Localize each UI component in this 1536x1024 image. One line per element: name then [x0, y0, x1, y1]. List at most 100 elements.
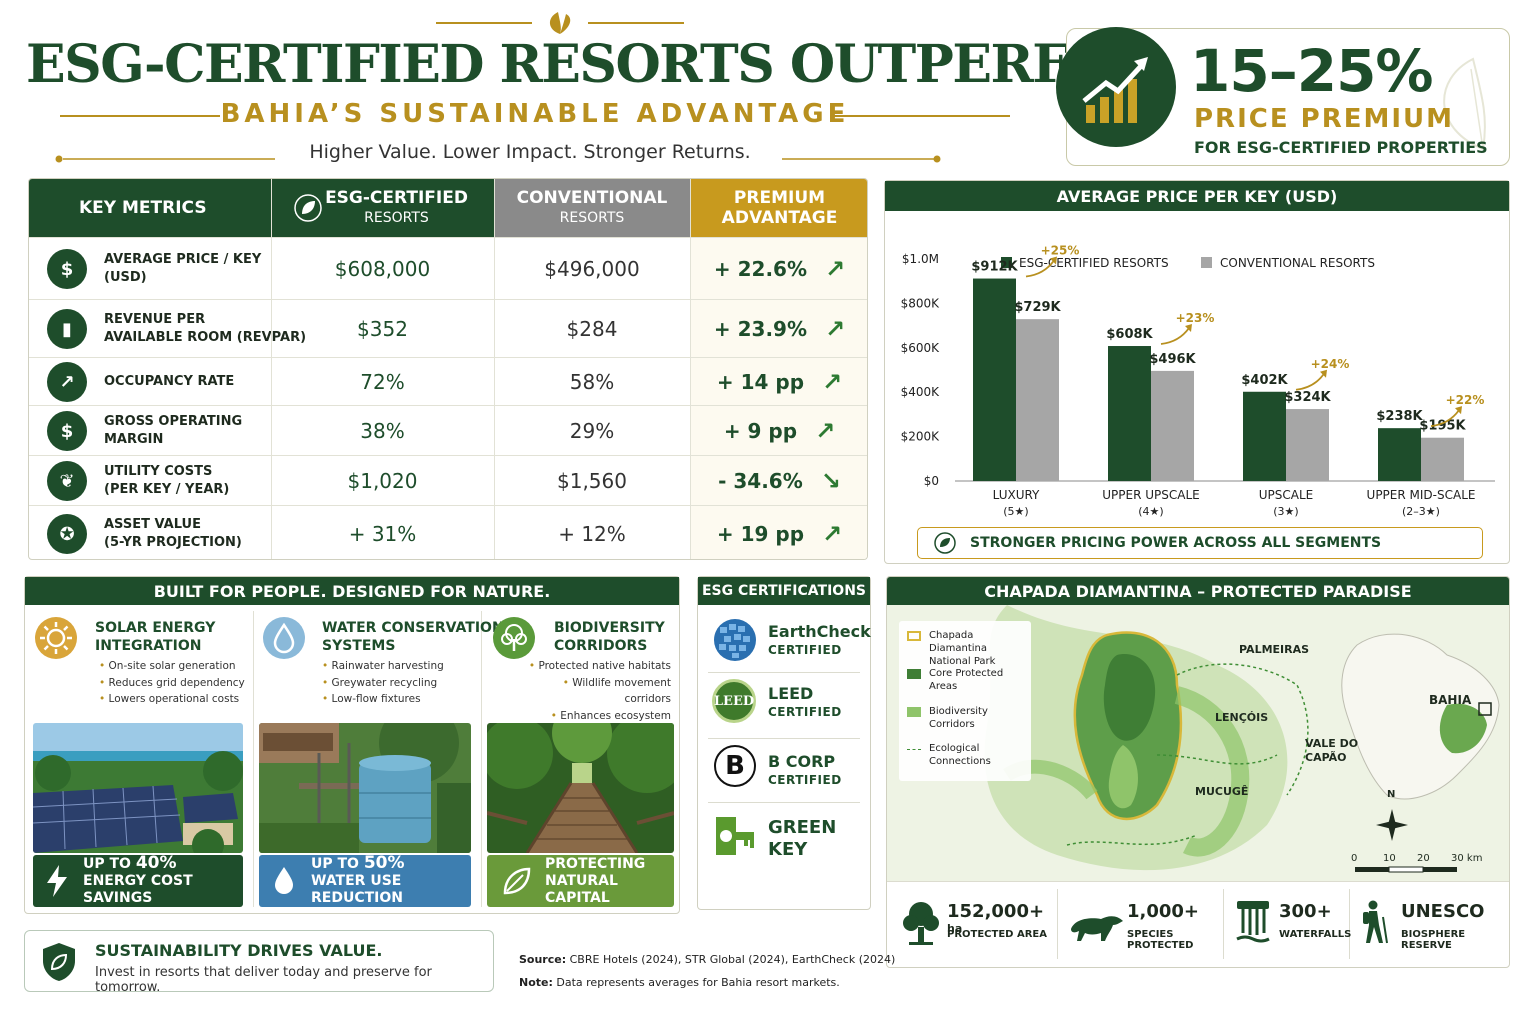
data-label-conv: $195K — [1419, 419, 1466, 434]
feature-title-water: WATER CONSERVATION SYSTEMS — [322, 620, 504, 654]
tree-icon — [903, 902, 939, 945]
metric-esg-value: $1,020 — [347, 468, 418, 493]
fact-species: 1,000+ SPECIES PROTECTED — [1065, 887, 1221, 967]
chart-heading: AVERAGE PRICE PER KEY (USD) — [885, 181, 1509, 211]
leaf-watermark-icon — [1443, 57, 1486, 151]
jaguar-icon — [1071, 916, 1123, 941]
premium-sub: FOR ESG-CERTIFIED PROPERTIES — [1194, 138, 1488, 157]
legend-swatch-esg — [1001, 257, 1012, 268]
legend-swatch-park — [907, 631, 921, 641]
fact-species-label: SPECIES PROTECTED — [1127, 929, 1194, 951]
compass-north-label: N — [1387, 789, 1396, 800]
legend-swatch-core — [907, 669, 921, 679]
data-label-esg: $912K — [971, 260, 1018, 275]
metric-conv-value: 58% — [569, 369, 615, 394]
data-label-conv: $324K — [1284, 390, 1331, 405]
fact-unesco-value: UNESCO — [1401, 901, 1485, 922]
y-tick-label: $800K — [901, 296, 941, 310]
metric-icon: ✪ — [47, 514, 87, 554]
key-metrics-table: KEY METRICS ESG-CERTIFIED RESORTS CONVEN… — [28, 178, 868, 560]
arrow-up-right-icon: ↗ — [822, 367, 843, 396]
bar-conventional — [1286, 409, 1329, 481]
y-tick-label: $1.0M — [902, 252, 939, 266]
header-conv-sub: RESORTS — [559, 210, 625, 226]
y-tick-label: $0 — [924, 474, 939, 488]
tagline-rule-left — [55, 148, 275, 163]
table-row: ❦ UTILITY COSTS (PER KEY / YEAR) $1,020 $1,5… — [29, 455, 867, 505]
growth-chart-icon — [1056, 27, 1176, 147]
premium-label: PRICE PREMIUM — [1194, 104, 1455, 134]
sustainability-callout: SUSTAINABILITY DRIVES VALUE. Invest in r… — [24, 930, 494, 995]
data-label-esg: $238K — [1376, 409, 1423, 424]
boardwalk-forest-photo — [487, 723, 674, 853]
x-tick-label: LUXURY — [993, 488, 1040, 502]
header-rule-left — [436, 22, 532, 24]
note-label: Note: — [519, 976, 553, 989]
y-tick-label: $600K — [901, 341, 941, 355]
cert-bcorp-name: B CORP — [768, 752, 836, 771]
feature-bullets-water: Rainwater harvesting Greywater recycling… — [322, 658, 444, 708]
premium-label: +25% — [1041, 244, 1080, 258]
header-rule-right — [588, 22, 684, 24]
premium-value: 15–25% — [1190, 37, 1434, 105]
drives-sub: Invest in resorts that deliver today and… — [95, 965, 432, 995]
waterfall-icon — [1236, 901, 1270, 943]
metric-esg-value: $352 — [357, 316, 408, 341]
metric-icon: ▮ — [47, 309, 87, 349]
table-row: ↗ OCCUPANCY RATE 72% 58% + 14 pp ↗ — [29, 357, 867, 405]
leaf-circle-icon — [934, 532, 956, 554]
legend-swatch-conv — [1201, 257, 1212, 268]
cert-green-key-name: GREEN — [768, 817, 837, 838]
legend-core: Core Protected Areas — [929, 668, 1004, 692]
metric-advantage: - 34.6% ↘ — [690, 456, 867, 505]
x-tick-sub: (5★) — [1003, 505, 1028, 518]
x-tick-sub: (4★) — [1138, 505, 1163, 518]
tagline-rule-right — [782, 148, 942, 163]
cert-leed: LEED LEED CERTIFIED — [708, 677, 860, 739]
header-conventional: CONVENTIONAL RESORTS — [494, 179, 690, 237]
legend-connections: Ecological Connections — [929, 743, 991, 767]
metric-esg-value: + 31% — [348, 521, 417, 546]
cert-bcorp: B B CORP CERTIFIED — [708, 741, 860, 803]
metric-conv-value: $496,000 — [544, 256, 640, 281]
premium-arrow — [1295, 373, 1325, 391]
arrow-up-right-icon: ↗ — [822, 519, 843, 548]
premium-arrow — [1025, 260, 1055, 278]
drives-title: SUSTAINABILITY DRIVES VALUE. — [95, 941, 383, 960]
metric-label: OCCUPANCY RATE — [104, 373, 235, 389]
bar-esg — [1108, 346, 1151, 481]
fact-species-value: 1,000+ — [1127, 901, 1200, 922]
metric-esg-value: $608,000 — [334, 256, 431, 281]
water-tank-photo — [259, 723, 471, 853]
fact-protected-area-value: 152,000+ — [947, 901, 1045, 922]
metric-label: AVERAGE PRICE / KEY (USD) — [104, 251, 262, 285]
metric-advantage: + 14 pp ↗ — [690, 358, 867, 405]
bar-esg — [1378, 428, 1421, 481]
fact-unesco-label: BIOSPHERE RESERVE — [1401, 929, 1466, 951]
fact-unesco: UNESCO BIOSPHERE RESERVE — [1357, 887, 1509, 967]
metric-icon: ❦ — [47, 461, 87, 501]
arrow-up-right-icon: ↗ — [815, 416, 836, 445]
scale-30: 30 km — [1451, 853, 1483, 864]
green-key-icon — [716, 817, 754, 855]
metric-advantage: + 22.6% ↗ — [690, 238, 867, 299]
leed-badge-icon: LEED — [712, 679, 756, 723]
metric-label: UTILITY COSTS (PER KEY / YEAR) — [104, 463, 230, 497]
legend-conv: CONVENTIONAL RESORTS — [1220, 256, 1375, 270]
sun-icon — [35, 617, 77, 659]
metric-esg-value: 72% — [360, 369, 405, 394]
leaf-hand-icon — [503, 867, 531, 895]
header-conv-label: CONVENTIONAL — [516, 188, 668, 208]
metric-label: GROSS OPERATING MARGIN — [104, 413, 243, 447]
tagline: Higher Value. Lower Impact. Stronger Ret… — [309, 141, 751, 163]
premium-arrowhead — [1050, 256, 1057, 265]
esg-certifications-panel: ESG CERTIFICATIONS EarthCheck CERTIFIED L… — [697, 576, 871, 910]
bar-esg — [973, 278, 1016, 481]
bar-conventional — [1421, 437, 1464, 481]
lightning-icon — [47, 865, 67, 897]
premium-label: +24% — [1311, 357, 1350, 371]
note-text: Data represents averages for Bahia resor… — [556, 976, 840, 989]
place-mucuge: MUCUGÊ — [1195, 785, 1249, 798]
y-tick-label: $200K — [901, 430, 941, 444]
legend-corridors: Biodiversity Corridors — [929, 706, 988, 730]
